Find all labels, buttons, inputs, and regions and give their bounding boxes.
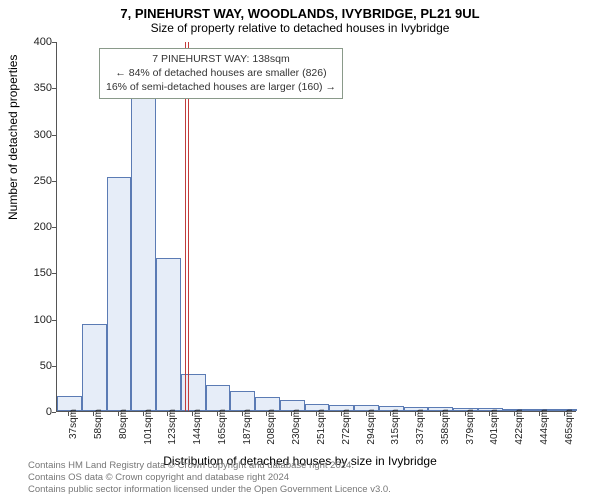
y-tick-label: 300 <box>18 129 52 141</box>
y-tick-mark <box>52 366 56 367</box>
x-tick-label: 358sqm <box>440 409 451 445</box>
x-tick-label: 80sqm <box>118 409 129 439</box>
x-tick-label: 101sqm <box>143 409 154 445</box>
x-tick-label: 58sqm <box>93 409 104 439</box>
x-tick-label: 401sqm <box>489 409 500 445</box>
x-tick-label: 251sqm <box>316 409 327 445</box>
y-tick-label: 100 <box>18 314 52 326</box>
footer-line: Contains public sector information licen… <box>28 484 391 496</box>
footer-line: Contains OS data © Crown copyright and d… <box>28 472 391 484</box>
histogram-bar <box>206 385 231 411</box>
x-tick-label: 465sqm <box>564 409 575 445</box>
y-tick-label: 0 <box>18 406 52 418</box>
annotation-line: ← 84% of detached houses are smaller (82… <box>106 66 336 80</box>
x-tick-label: 294sqm <box>366 409 377 445</box>
histogram-bar <box>131 86 156 411</box>
y-tick-label: 150 <box>18 267 52 279</box>
y-tick-label: 50 <box>18 360 52 372</box>
x-tick-label: 123sqm <box>167 409 178 445</box>
y-tick-mark <box>52 181 56 182</box>
footer-attribution: Contains HM Land Registry data © Crown c… <box>28 460 391 496</box>
x-tick-label: 144sqm <box>192 409 203 445</box>
x-tick-label: 337sqm <box>415 409 426 445</box>
page-subtitle: Size of property relative to detached ho… <box>0 21 600 39</box>
histogram-bar <box>156 258 181 411</box>
histogram-bar <box>82 324 107 411</box>
y-tick-mark <box>52 273 56 274</box>
x-tick-label: 422sqm <box>514 409 525 445</box>
y-tick-mark <box>52 227 56 228</box>
y-tick-label: 250 <box>18 175 52 187</box>
y-tick-mark <box>52 88 56 89</box>
x-tick-label: 165sqm <box>217 409 228 445</box>
plot-area: 7 PINEHURST WAY: 138sqm← 84% of detached… <box>56 42 576 412</box>
y-tick-mark <box>52 135 56 136</box>
marker-annotation: 7 PINEHURST WAY: 138sqm← 84% of detached… <box>99 48 343 99</box>
x-tick-label: 379sqm <box>465 409 476 445</box>
x-tick-label: 37sqm <box>68 409 79 439</box>
annotation-line: 7 PINEHURST WAY: 138sqm <box>106 52 336 66</box>
histogram-bar <box>230 391 255 411</box>
y-tick-label: 200 <box>18 221 52 233</box>
annotation-line: 16% of semi-detached houses are larger (… <box>106 80 336 94</box>
y-tick-label: 400 <box>18 36 52 48</box>
footer-line: Contains HM Land Registry data © Crown c… <box>28 460 391 472</box>
y-tick-label: 350 <box>18 82 52 94</box>
x-tick-label: 315sqm <box>390 409 401 445</box>
histogram-bar <box>107 177 132 411</box>
x-tick-label: 208sqm <box>266 409 277 445</box>
page-title: 7, PINEHURST WAY, WOODLANDS, IVYBRIDGE, … <box>0 0 600 21</box>
y-tick-mark <box>52 412 56 413</box>
x-tick-label: 272sqm <box>341 409 352 445</box>
y-tick-mark <box>52 42 56 43</box>
x-tick-label: 187sqm <box>242 409 253 445</box>
x-tick-label: 444sqm <box>539 409 550 445</box>
x-tick-label: 230sqm <box>291 409 302 445</box>
histogram-chart: 7 PINEHURST WAY: 138sqm← 84% of detached… <box>56 42 576 412</box>
y-tick-mark <box>52 320 56 321</box>
